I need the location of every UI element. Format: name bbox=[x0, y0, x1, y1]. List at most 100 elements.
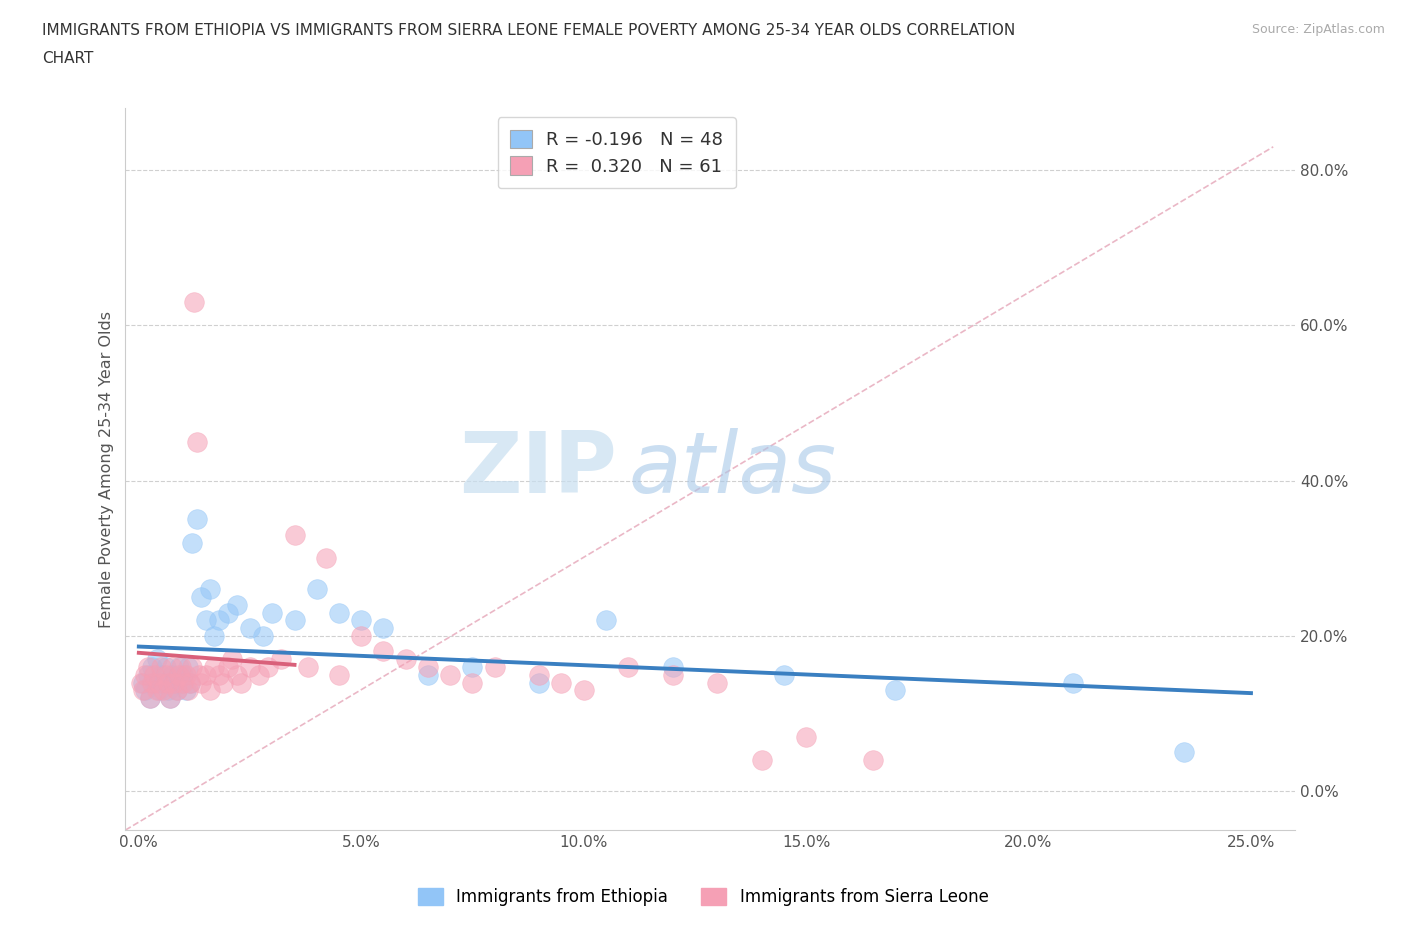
Point bbox=[198, 582, 221, 597]
Point bbox=[156, 683, 179, 698]
Point bbox=[416, 659, 439, 674]
Point bbox=[166, 683, 188, 698]
Point bbox=[862, 752, 884, 767]
Point bbox=[373, 644, 395, 659]
Point bbox=[283, 613, 305, 628]
Point bbox=[484, 659, 506, 674]
Point bbox=[328, 605, 350, 620]
Point bbox=[172, 675, 194, 690]
Point bbox=[174, 668, 197, 683]
Point bbox=[208, 668, 231, 683]
Point bbox=[350, 629, 373, 644]
Point bbox=[170, 675, 193, 690]
Text: IMMIGRANTS FROM ETHIOPIA VS IMMIGRANTS FROM SIERRA LEONE FEMALE POVERTY AMONG 25: IMMIGRANTS FROM ETHIOPIA VS IMMIGRANTS F… bbox=[42, 23, 1015, 38]
Point bbox=[595, 613, 617, 628]
Point bbox=[217, 659, 239, 674]
Point bbox=[145, 652, 167, 667]
Point bbox=[136, 668, 159, 683]
Point bbox=[1173, 745, 1195, 760]
Point bbox=[145, 683, 167, 698]
Point bbox=[179, 675, 201, 690]
Point bbox=[141, 659, 163, 674]
Point bbox=[328, 668, 350, 683]
Legend: R = -0.196   N = 48, R =  0.320   N = 61: R = -0.196 N = 48, R = 0.320 N = 61 bbox=[498, 117, 735, 188]
Point bbox=[1062, 675, 1084, 690]
Point bbox=[160, 668, 183, 683]
Point bbox=[194, 668, 217, 683]
Point bbox=[152, 683, 174, 698]
Point bbox=[221, 652, 243, 667]
Text: atlas: atlas bbox=[628, 428, 837, 511]
Point bbox=[174, 683, 197, 698]
Point bbox=[163, 675, 186, 690]
Point bbox=[139, 691, 162, 706]
Point bbox=[373, 620, 395, 635]
Point bbox=[572, 683, 595, 698]
Point bbox=[305, 582, 328, 597]
Point bbox=[773, 668, 796, 683]
Point bbox=[239, 620, 262, 635]
Point bbox=[661, 668, 683, 683]
Point bbox=[132, 675, 155, 690]
Point bbox=[315, 551, 337, 565]
Point bbox=[527, 668, 550, 683]
Point bbox=[350, 613, 373, 628]
Point bbox=[156, 675, 179, 690]
Point bbox=[181, 536, 204, 551]
Point bbox=[208, 613, 231, 628]
Point bbox=[190, 675, 212, 690]
Point bbox=[256, 659, 278, 674]
Point bbox=[159, 691, 181, 706]
Point bbox=[134, 668, 156, 683]
Point bbox=[270, 652, 292, 667]
Point bbox=[239, 659, 262, 674]
Point bbox=[395, 652, 418, 667]
Point bbox=[186, 512, 208, 527]
Point bbox=[217, 605, 239, 620]
Point bbox=[194, 613, 217, 628]
Point bbox=[262, 605, 284, 620]
Point bbox=[550, 675, 572, 690]
Point bbox=[155, 659, 177, 674]
Text: CHART: CHART bbox=[42, 51, 94, 66]
Point bbox=[172, 668, 194, 683]
Point bbox=[212, 675, 235, 690]
Legend: Immigrants from Ethiopia, Immigrants from Sierra Leone: Immigrants from Ethiopia, Immigrants fro… bbox=[411, 881, 995, 912]
Point bbox=[461, 659, 484, 674]
Y-axis label: Female Poverty Among 25-34 Year Olds: Female Poverty Among 25-34 Year Olds bbox=[100, 311, 114, 628]
Point bbox=[132, 683, 155, 698]
Point bbox=[461, 675, 484, 690]
Text: Source: ZipAtlas.com: Source: ZipAtlas.com bbox=[1251, 23, 1385, 36]
Point bbox=[170, 659, 193, 674]
Point bbox=[148, 683, 170, 698]
Point bbox=[143, 668, 166, 683]
Point bbox=[181, 659, 204, 674]
Point bbox=[439, 668, 461, 683]
Point bbox=[283, 527, 305, 542]
Point bbox=[150, 659, 173, 674]
Point bbox=[706, 675, 728, 690]
Point bbox=[198, 683, 221, 698]
Point bbox=[751, 752, 773, 767]
Point bbox=[177, 659, 200, 674]
Point bbox=[794, 729, 817, 744]
Point bbox=[134, 683, 156, 698]
Point bbox=[225, 668, 247, 683]
Point bbox=[416, 668, 439, 683]
Point bbox=[167, 659, 190, 674]
Point bbox=[166, 683, 188, 698]
Point bbox=[186, 434, 208, 449]
Text: ZIP: ZIP bbox=[460, 428, 617, 511]
Point bbox=[152, 675, 174, 690]
Point bbox=[179, 675, 201, 690]
Point bbox=[143, 675, 166, 690]
Point bbox=[231, 675, 253, 690]
Point bbox=[247, 668, 270, 683]
Point bbox=[177, 683, 200, 698]
Point bbox=[661, 659, 683, 674]
Point bbox=[225, 597, 247, 612]
Point bbox=[187, 668, 209, 683]
Point bbox=[155, 668, 177, 683]
Point bbox=[252, 629, 274, 644]
Point bbox=[167, 668, 190, 683]
